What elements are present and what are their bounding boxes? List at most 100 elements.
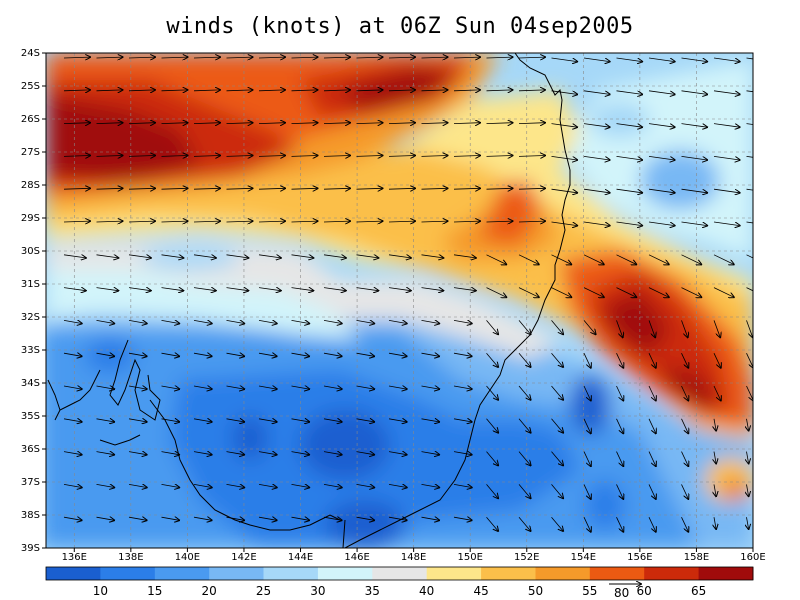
wind-vector xyxy=(746,254,753,259)
wind-vector xyxy=(323,156,350,157)
wind-vector xyxy=(583,90,610,95)
colorbar-label: 10 xyxy=(93,584,108,598)
wind-vector xyxy=(551,123,578,128)
wind-vector xyxy=(226,484,245,487)
wind-vector xyxy=(226,353,245,356)
wind-vector xyxy=(226,517,245,520)
wind-vector xyxy=(291,156,318,157)
wind-vector xyxy=(648,254,669,265)
lat-label: 35S xyxy=(21,411,40,422)
wind-vector xyxy=(648,57,675,62)
wind-vector xyxy=(96,517,115,520)
colorbar-swatch xyxy=(426,567,482,580)
wind-vector xyxy=(486,484,499,498)
wind-vector xyxy=(323,123,350,124)
wind-vector xyxy=(713,287,734,298)
colorbar-swatch xyxy=(46,567,101,580)
wind-vector xyxy=(388,386,407,389)
wind-vector xyxy=(96,484,115,487)
wind-vector xyxy=(128,221,155,222)
wind-vector xyxy=(63,320,82,323)
wind-vector xyxy=(518,57,545,58)
wind-vector xyxy=(128,255,151,258)
wind-vector xyxy=(453,386,472,389)
colorbar-swatch xyxy=(372,567,428,580)
wind-vector xyxy=(518,254,539,265)
wind-vector xyxy=(291,221,318,222)
wind-vector xyxy=(681,287,702,298)
wind-vector xyxy=(258,484,277,487)
wind-vector xyxy=(226,452,245,455)
wind-vector xyxy=(291,484,310,487)
wind-vector xyxy=(486,320,499,334)
lat-label: 28S xyxy=(21,180,40,191)
colorbar-label: 40 xyxy=(419,584,434,598)
lon-label: 144E xyxy=(288,552,313,563)
colorbar-label: 55 xyxy=(582,584,597,598)
wind-vector xyxy=(388,221,415,222)
wind-vector xyxy=(193,255,216,258)
wind-vector xyxy=(421,484,440,487)
latitude-labels: 24S 25S 26S 27S 28S 29S 30S 31S 32S 33S 34S 35S 36S 3… xyxy=(21,48,46,554)
wind-vector xyxy=(616,57,643,62)
wind-vector xyxy=(648,221,675,226)
wind-vector xyxy=(518,516,531,531)
wind-vector xyxy=(96,386,115,389)
wind-vector xyxy=(291,320,310,323)
wind-vector xyxy=(96,57,123,58)
wind-vector xyxy=(421,123,448,124)
wind-vector xyxy=(453,57,480,58)
colorbar-label: 45 xyxy=(473,584,488,598)
wind-speed-field xyxy=(46,53,753,548)
wind-vector xyxy=(486,123,513,124)
wind-vector xyxy=(486,156,513,157)
wind-vector xyxy=(193,353,212,356)
wind-vector xyxy=(323,90,350,91)
wind-vector xyxy=(388,123,415,124)
wind-vector xyxy=(551,188,578,193)
wind-vector xyxy=(518,451,531,466)
wind-vector xyxy=(421,320,440,323)
wind-vector xyxy=(388,484,407,487)
wind-vector xyxy=(583,418,591,434)
wind-vector xyxy=(161,419,180,422)
wind-vector xyxy=(193,386,212,389)
wind-vector xyxy=(746,123,753,125)
wind-vector xyxy=(552,550,564,564)
wind-vector xyxy=(714,418,716,431)
wind-vector xyxy=(648,484,656,499)
lat-label: 37S xyxy=(21,477,40,488)
wind-vector xyxy=(616,188,643,193)
colorbar-swatch xyxy=(100,567,156,580)
wind-vector xyxy=(616,90,643,95)
lon-label: 152E xyxy=(514,552,539,563)
wind-vector xyxy=(63,156,90,157)
wind-vector xyxy=(356,156,383,157)
wind-vector xyxy=(746,320,753,337)
wind-vector xyxy=(583,156,610,160)
wind-vector xyxy=(713,188,740,193)
wind-vector xyxy=(616,287,637,298)
wind-vector xyxy=(388,57,415,58)
wind-vector xyxy=(518,123,545,124)
colorbar-label: 35 xyxy=(365,584,380,598)
wind-vector xyxy=(226,419,245,422)
lon-label: 158E xyxy=(684,552,709,563)
wind-vector xyxy=(161,452,180,455)
wind-vector xyxy=(681,221,708,226)
wind-vector xyxy=(616,418,624,434)
wind-vector xyxy=(291,419,310,422)
wind-vector xyxy=(421,386,440,389)
wind-vector xyxy=(258,57,285,58)
colorbar-swatch xyxy=(644,567,700,580)
wind-vector xyxy=(583,451,591,467)
wind-vector xyxy=(518,418,531,433)
lon-label: 156E xyxy=(627,552,652,563)
lon-label: 148E xyxy=(401,552,426,563)
wind-vector xyxy=(518,352,531,367)
wind-vector xyxy=(616,385,624,401)
wind-vector xyxy=(648,353,656,368)
wind-vector xyxy=(681,385,689,401)
wind-vector xyxy=(161,320,180,323)
wind-vector xyxy=(128,419,147,422)
